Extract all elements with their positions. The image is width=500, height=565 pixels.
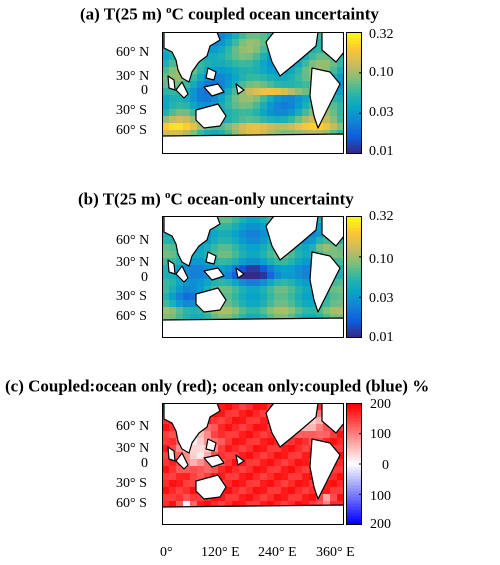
panel-a-lat-0: 0 [141,83,148,98]
panel-b-lat-30s: 30° S [116,289,147,304]
lon-label-360e: 360° E [316,545,355,560]
panel-b-lat-60n: 60° N [116,233,150,248]
panel-b-cb-tick-2: 0.10 [369,252,394,267]
panel-a-lat-60s: 60° S [116,123,147,138]
panel-a-lat-30n: 30° N [116,69,150,84]
panel-c-cb-tick-5: 200 [370,517,391,532]
lon-label-120e: 120° E [201,545,240,560]
panel-b-lat-0: 0 [141,270,148,285]
panel-c-lat-30s: 30° S [116,476,147,491]
panel-c-lat-0: 0 [141,456,148,471]
panel-c-title: (c) Coupled:ocean only (red); ocean only… [5,376,430,396]
panel-b-title: (b) T(25 m) oC ocean-only uncertainty [78,189,354,209]
panel-b-lat-30n: 30° N [116,255,150,270]
panel-c-lat-30n: 30° N [116,441,150,456]
panel-b-lat-60s: 60° S [116,309,147,324]
panel-b-cb-tick-1: 0.32 [369,209,394,224]
panel-c-map [162,403,344,525]
panel-b-cb-tick-4: 0.01 [369,330,394,345]
panel-a-cb-tick-1: 0.32 [369,27,394,42]
panel-c-cb-tick-4: 100 [370,489,391,504]
panel-a-lat-30s: 30° S [116,103,147,118]
panel-b-colorbar [346,216,362,338]
panel-a-cb-tick-4: 0.01 [369,144,394,159]
panel-b-map [162,216,344,338]
panel-c-colorbar [346,403,362,525]
panel-c-cb-tick-2: 100 [370,427,391,442]
panel-a-title: (a) T(25 m) oC coupled ocean uncertainty [80,4,379,24]
lon-label-0: 0° [160,545,173,560]
panel-a-lat-60n: 60° N [116,45,150,60]
panel-c-lat-60n: 60° N [116,419,150,434]
panel-a-map [162,32,344,154]
panel-a-cb-tick-2: 0.10 [369,65,394,80]
panel-c-lat-60s: 60° S [116,496,147,511]
panel-a-colorbar [346,32,362,154]
panel-c-cb-tick-1: 200 [370,397,391,412]
panel-b-cb-tick-3: 0.03 [369,291,394,306]
panel-a-cb-tick-3: 0.03 [369,105,394,120]
panel-c-cb-tick-3: 0 [382,458,389,473]
lon-label-240e: 240° E [258,545,297,560]
